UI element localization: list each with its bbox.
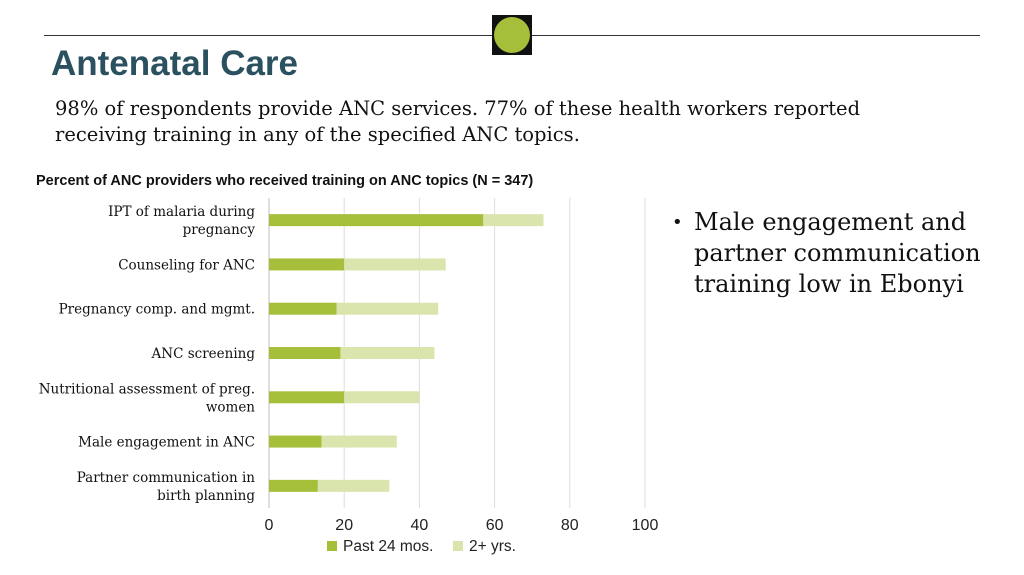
legend-swatch-2-plus-yrs xyxy=(453,541,463,551)
x-tick-label: 80 xyxy=(561,517,579,534)
legend-label: 2+ yrs. xyxy=(469,538,516,555)
bar-2-plus-yrs xyxy=(321,435,397,448)
bullet-point: • Male engagement and partner communicat… xyxy=(672,207,1012,300)
x-tick-label: 0 xyxy=(265,517,274,534)
bar-2-plus-yrs xyxy=(317,479,390,492)
category-label: Partner communication in xyxy=(77,470,256,486)
slide-title: Antenatal Care xyxy=(51,44,299,83)
x-tick-label: 20 xyxy=(335,517,353,534)
category-label: ANC screening xyxy=(151,346,256,362)
bar-past-24-mos xyxy=(269,258,345,271)
category-label: women xyxy=(206,399,255,415)
bar-2-plus-yrs xyxy=(344,258,446,271)
bar-2-plus-yrs xyxy=(344,391,420,404)
bar-past-24-mos xyxy=(269,347,341,359)
legend-label: Past 24 mos. xyxy=(343,538,433,555)
bar-2-plus-yrs xyxy=(483,214,544,227)
bullet-text: Male engagement and partner communicatio… xyxy=(694,208,981,298)
x-tick-label: 60 xyxy=(486,517,504,534)
category-label: Pregnancy comp. and mgmt. xyxy=(59,302,255,318)
bullet-symbol: • xyxy=(672,212,683,233)
slide-subtitle: 98% of respondents provide ANC services.… xyxy=(55,97,861,146)
bar-2-plus-yrs xyxy=(336,302,439,315)
chart-title: Percent of ANC providers who received tr… xyxy=(36,173,534,189)
category-label: IPT of malaria during xyxy=(108,204,255,220)
x-tick-label: 100 xyxy=(632,517,659,534)
category-label: Counseling for ANC xyxy=(118,257,255,273)
x-tick-label: 40 xyxy=(411,517,429,534)
training-bar-chart: 0 20 40 60 80 100 IPT of malaria during pregnan… xyxy=(39,198,659,555)
category-label: birth planning xyxy=(157,488,255,504)
bar-past-24-mos xyxy=(269,391,345,404)
logo-circle-icon xyxy=(494,17,530,53)
legend-swatch-past-24-mos xyxy=(327,541,337,551)
bar-past-24-mos xyxy=(269,214,484,227)
bar-2-plus-yrs xyxy=(340,347,435,359)
category-label: Nutritional assessment of preg. xyxy=(39,381,255,397)
bar-past-24-mos xyxy=(269,479,318,492)
bar-past-24-mos xyxy=(269,435,322,448)
slide-logo-mark xyxy=(492,15,532,55)
bar-past-24-mos xyxy=(269,302,337,315)
category-label: pregnancy xyxy=(183,222,256,238)
category-label: Male engagement in ANC xyxy=(78,435,255,451)
